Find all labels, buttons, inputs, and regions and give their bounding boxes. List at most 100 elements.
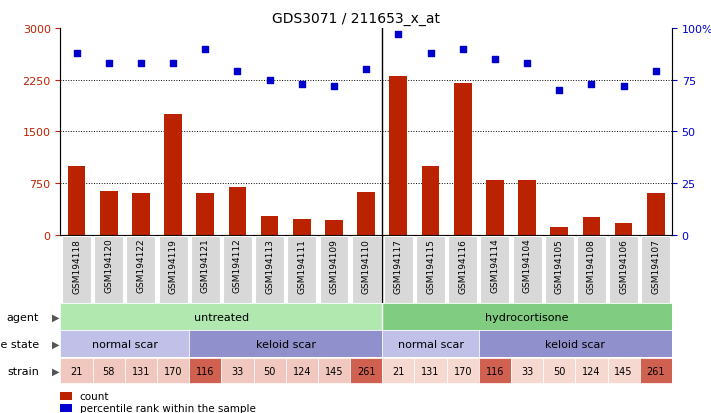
- Text: 58: 58: [102, 366, 115, 376]
- FancyBboxPatch shape: [513, 236, 542, 303]
- Text: hydrocortisone: hydrocortisone: [486, 312, 569, 322]
- Text: disease state: disease state: [0, 339, 39, 349]
- Text: GSM194120: GSM194120: [105, 238, 113, 293]
- Text: ▶: ▶: [52, 339, 59, 349]
- Text: untreated: untreated: [194, 312, 249, 322]
- Bar: [358, 193, 375, 235]
- Text: percentile rank within the sample: percentile rank within the sample: [80, 404, 255, 413]
- Bar: [68, 166, 85, 235]
- Point: [392, 32, 404, 38]
- Point: [200, 46, 211, 53]
- Bar: [196, 193, 214, 235]
- Bar: [261, 217, 279, 235]
- Bar: [125, 358, 157, 384]
- Bar: [318, 358, 350, 384]
- FancyBboxPatch shape: [95, 236, 123, 303]
- Bar: [164, 115, 182, 235]
- Point: [328, 83, 340, 90]
- Bar: [415, 358, 447, 384]
- Bar: [550, 227, 568, 235]
- Bar: [189, 330, 383, 357]
- Bar: [383, 358, 415, 384]
- Text: 33: 33: [231, 366, 244, 376]
- FancyBboxPatch shape: [255, 236, 284, 303]
- Text: agent: agent: [6, 312, 39, 322]
- FancyBboxPatch shape: [416, 236, 445, 303]
- Text: 50: 50: [264, 366, 276, 376]
- Text: GSM194114: GSM194114: [491, 238, 499, 293]
- FancyBboxPatch shape: [191, 236, 220, 303]
- Point: [71, 50, 82, 57]
- FancyBboxPatch shape: [384, 236, 413, 303]
- Bar: [157, 358, 189, 384]
- Text: 261: 261: [357, 366, 375, 376]
- Point: [650, 69, 661, 76]
- Text: GSM194118: GSM194118: [72, 238, 81, 293]
- Bar: [325, 220, 343, 235]
- Text: strain: strain: [7, 366, 39, 376]
- Text: GSM194105: GSM194105: [555, 238, 564, 293]
- Text: 116: 116: [196, 366, 215, 376]
- Point: [135, 61, 146, 67]
- Bar: [575, 358, 607, 384]
- Bar: [479, 358, 511, 384]
- FancyBboxPatch shape: [62, 236, 91, 303]
- Bar: [293, 220, 311, 235]
- FancyBboxPatch shape: [287, 236, 316, 303]
- Text: GSM194122: GSM194122: [137, 238, 145, 293]
- Text: 21: 21: [70, 366, 82, 376]
- Text: GSM194104: GSM194104: [523, 238, 532, 293]
- Bar: [60, 330, 189, 357]
- FancyBboxPatch shape: [127, 236, 156, 303]
- Text: 33: 33: [521, 366, 533, 376]
- Text: 50: 50: [553, 366, 565, 376]
- Bar: [543, 358, 575, 384]
- Bar: [228, 187, 246, 235]
- Point: [167, 61, 178, 67]
- Bar: [518, 180, 536, 235]
- Text: GSM194109: GSM194109: [329, 238, 338, 293]
- Text: count: count: [80, 391, 109, 401]
- Point: [264, 77, 275, 84]
- Bar: [60, 304, 383, 330]
- Bar: [647, 193, 665, 235]
- FancyBboxPatch shape: [545, 236, 574, 303]
- Text: 261: 261: [646, 366, 665, 376]
- Bar: [454, 84, 471, 235]
- Bar: [60, 392, 72, 400]
- Text: GSM194121: GSM194121: [201, 238, 210, 293]
- Bar: [350, 358, 383, 384]
- Text: 131: 131: [422, 366, 439, 376]
- Bar: [383, 304, 672, 330]
- Text: 21: 21: [392, 366, 405, 376]
- Bar: [511, 358, 543, 384]
- FancyBboxPatch shape: [448, 236, 477, 303]
- Bar: [189, 358, 221, 384]
- Text: 116: 116: [486, 366, 504, 376]
- Point: [586, 81, 597, 88]
- Point: [425, 50, 437, 57]
- Text: 145: 145: [325, 366, 343, 376]
- Bar: [447, 358, 479, 384]
- Text: 131: 131: [132, 366, 150, 376]
- Bar: [92, 358, 125, 384]
- Text: GSM194113: GSM194113: [265, 238, 274, 293]
- Bar: [132, 193, 150, 235]
- Text: GSM194110: GSM194110: [362, 238, 370, 293]
- Bar: [390, 77, 407, 235]
- Text: GSM194112: GSM194112: [233, 238, 242, 293]
- Bar: [607, 358, 640, 384]
- Text: 124: 124: [582, 366, 601, 376]
- Bar: [254, 358, 286, 384]
- Point: [296, 81, 307, 88]
- Text: keloid scar: keloid scar: [545, 339, 605, 349]
- Text: 124: 124: [292, 366, 311, 376]
- Bar: [640, 358, 672, 384]
- Text: normal scar: normal scar: [397, 339, 464, 349]
- Text: GSM194106: GSM194106: [619, 238, 628, 293]
- FancyBboxPatch shape: [577, 236, 606, 303]
- Bar: [479, 330, 672, 357]
- Point: [232, 69, 243, 76]
- Text: GSM194116: GSM194116: [458, 238, 467, 293]
- Text: GSM194117: GSM194117: [394, 238, 403, 293]
